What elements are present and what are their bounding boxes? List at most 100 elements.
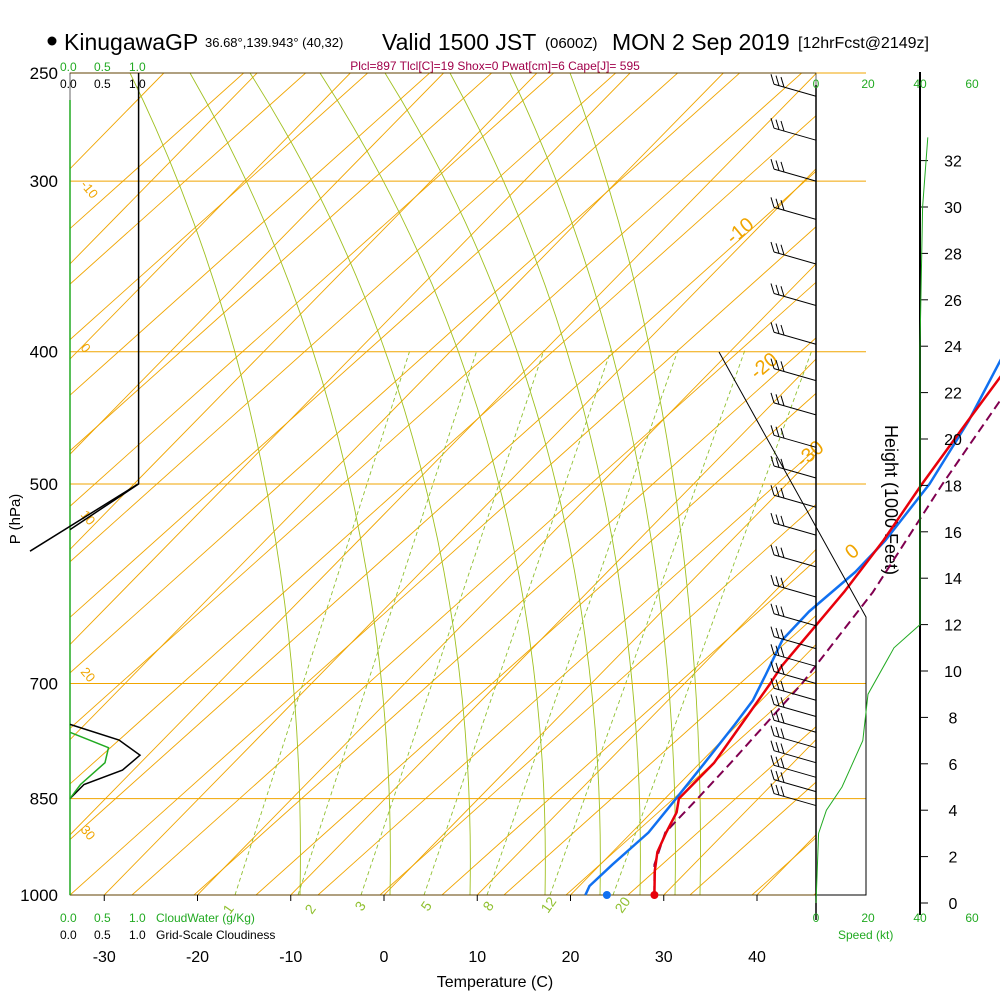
panel-edge <box>718 351 867 896</box>
wind-barb-shaft <box>773 636 817 650</box>
speed-scale-bottom: 40 <box>913 911 927 925</box>
wind-barb-icon <box>770 755 817 778</box>
cloudiness-profile-line <box>69 73 140 531</box>
wind-barb-icon <box>770 644 817 667</box>
wind-barb-shaft <box>773 494 817 508</box>
wind-barb-shaft <box>773 613 817 627</box>
wind-barb-flag <box>770 694 775 705</box>
height-tick-label: 2 <box>949 850 958 867</box>
dry-adiabat-line <box>70 170 816 841</box>
x-tick-label: 40 <box>748 949 766 966</box>
wind-barb-flag <box>780 76 785 88</box>
dry-adiabat-line <box>70 73 679 618</box>
isotherm-line <box>70 73 444 455</box>
wind-barb-shaft <box>773 368 817 382</box>
dry-adiabat-line <box>627 725 816 895</box>
isotherm-label: 0 <box>841 540 864 564</box>
speed-scale-top: 60 <box>965 77 979 91</box>
mixing-ratio-line <box>423 349 612 895</box>
wind-barb-flag <box>770 358 775 369</box>
wind-barb-flag <box>780 547 785 558</box>
cloud-water-label: CloudWater (g/Kg) <box>156 911 255 925</box>
wind-barb-flag <box>775 645 780 656</box>
mixing-ratio-line <box>486 349 679 895</box>
dry-adiabat-line <box>70 73 307 285</box>
height-tick-label: 28 <box>944 246 962 263</box>
wind-barb-flag <box>780 427 785 439</box>
valid-date: MON 2 Sep 2019 <box>612 29 790 55</box>
wind-barb-flag <box>780 286 785 297</box>
wind-barb-icon <box>770 740 817 764</box>
cloud-water-scale-top-2: 1.0 <box>129 60 146 74</box>
mixing-ratio-line <box>234 349 411 895</box>
sfc-temperature-point <box>650 891 659 899</box>
isotherm-label: 30 <box>78 822 99 843</box>
mixing-ratio-label: 20 <box>611 894 633 916</box>
wind-barb-icon <box>770 322 817 345</box>
cloud-water-scale-top-0: 0.0 <box>60 60 77 74</box>
wind-barb-shaft <box>773 671 817 684</box>
wind-barb-flag <box>775 627 780 639</box>
cloudiness-profile-tail <box>29 483 139 552</box>
cloud-water-line <box>69 731 110 800</box>
cloudiness-scale-bottom-0: 0.0 <box>60 928 77 942</box>
wind-barb-icon <box>770 694 817 717</box>
wind-barb-icon <box>770 710 817 733</box>
station-marker-icon <box>47 36 57 46</box>
height-tick-label: 26 <box>944 293 962 310</box>
wind-barb-flag <box>775 756 780 767</box>
isotherm-line <box>70 73 258 265</box>
dry-adiabat-line <box>503 614 816 895</box>
wind-barb-shaft <box>773 331 817 345</box>
speed-scale-bottom: 60 <box>965 911 979 925</box>
wind-barb-flag <box>780 712 785 724</box>
wind-barb-shaft <box>773 793 817 807</box>
pressure-label: 400 <box>30 343 58 362</box>
pressure-label: 850 <box>30 790 58 809</box>
wind-barb-shaft <box>773 251 817 265</box>
wind-barb-flag <box>770 678 775 689</box>
wind-barb-icon <box>770 574 817 598</box>
dry-adiabat-line <box>938 53 1000 895</box>
dry-adiabat-line <box>70 73 245 230</box>
pressure-label: 700 <box>30 675 58 694</box>
height-tick-label: 8 <box>949 710 958 727</box>
wind-barb-flag <box>780 458 785 469</box>
isotherm-line <box>476 548 816 895</box>
height-tick-label: 14 <box>944 571 962 588</box>
isotherm-label: -10 <box>722 213 758 248</box>
cloudiness-label: Grid-Scale Cloudiness <box>156 928 275 942</box>
wind-barb-flag <box>775 741 780 753</box>
wind-barb-flag <box>770 118 775 129</box>
cloudiness-scale-top-0: 0.0 <box>60 77 77 91</box>
mixing-ratio-label: 5 <box>417 898 435 914</box>
wind-barb-shaft <box>773 168 817 182</box>
wind-barb-flag <box>780 629 785 640</box>
wind-barb-flag <box>775 284 780 296</box>
mixing-ratio-label: 3 <box>351 898 369 914</box>
dry-adiabat-line <box>379 503 816 895</box>
x-tick-label: -30 <box>93 949 116 966</box>
x-tick-label: 30 <box>655 949 673 966</box>
wind-barb-flag <box>775 243 780 254</box>
wind-barb-flag <box>780 487 785 499</box>
wind-barb-flag <box>780 772 785 783</box>
valid-time: Valid 1500 JST <box>382 29 536 55</box>
wind-barb-flag <box>775 662 780 674</box>
wind-barb-icon <box>770 197 817 220</box>
wind-barb-icon <box>770 626 817 650</box>
height-tick-label: 12 <box>944 618 962 635</box>
wind-barb-icon <box>770 241 817 265</box>
mixing-ratio-label: 2 <box>301 901 319 917</box>
moist-adiabat-line <box>249 73 471 895</box>
cloud-water-scale-bottom-0: 0.0 <box>60 911 77 925</box>
x-tick-label: 0 <box>380 949 389 966</box>
wind-barb-flag <box>775 679 780 690</box>
wind-barb-icon <box>770 544 817 568</box>
wind-barb-shaft <box>773 703 817 717</box>
wind-barb-flag <box>775 486 780 497</box>
isotherm-label: -20 <box>746 348 782 383</box>
dry-adiabat-line <box>813 892 816 895</box>
speed-scale-top: 20 <box>861 77 875 91</box>
